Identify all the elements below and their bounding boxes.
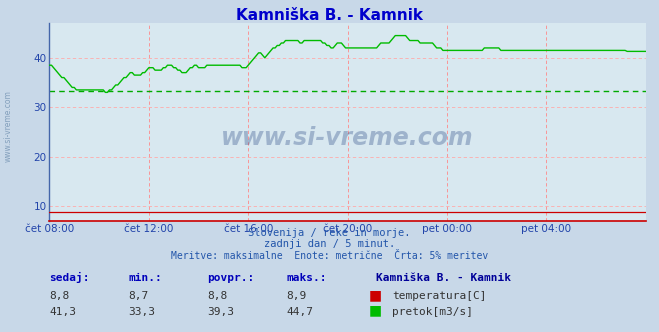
Text: Kamniška B. - Kamnik: Kamniška B. - Kamnik bbox=[236, 8, 423, 23]
Text: 8,8: 8,8 bbox=[49, 291, 70, 301]
Text: ■: ■ bbox=[369, 304, 382, 318]
Text: 8,7: 8,7 bbox=[129, 291, 149, 301]
Text: Kamniška B. - Kamnik: Kamniška B. - Kamnik bbox=[376, 273, 511, 283]
Text: 8,9: 8,9 bbox=[287, 291, 307, 301]
Text: min.:: min.: bbox=[129, 273, 162, 283]
Text: pretok[m3/s]: pretok[m3/s] bbox=[392, 307, 473, 317]
Text: 39,3: 39,3 bbox=[208, 307, 235, 317]
Text: Meritve: maksimalne  Enote: metrične  Črta: 5% meritev: Meritve: maksimalne Enote: metrične Črta… bbox=[171, 251, 488, 261]
Text: 8,8: 8,8 bbox=[208, 291, 228, 301]
Text: Slovenija / reke in morje.: Slovenija / reke in morje. bbox=[248, 228, 411, 238]
Text: www.si-vreme.com: www.si-vreme.com bbox=[221, 126, 474, 150]
Text: 44,7: 44,7 bbox=[287, 307, 314, 317]
Text: sedaj:: sedaj: bbox=[49, 272, 90, 283]
Text: 33,3: 33,3 bbox=[129, 307, 156, 317]
Text: maks.:: maks.: bbox=[287, 273, 327, 283]
Text: 41,3: 41,3 bbox=[49, 307, 76, 317]
Text: povpr.:: povpr.: bbox=[208, 273, 255, 283]
Text: www.si-vreme.com: www.si-vreme.com bbox=[3, 90, 13, 162]
Text: temperatura[C]: temperatura[C] bbox=[392, 291, 486, 301]
Text: ■: ■ bbox=[369, 288, 382, 302]
Text: zadnji dan / 5 minut.: zadnji dan / 5 minut. bbox=[264, 239, 395, 249]
